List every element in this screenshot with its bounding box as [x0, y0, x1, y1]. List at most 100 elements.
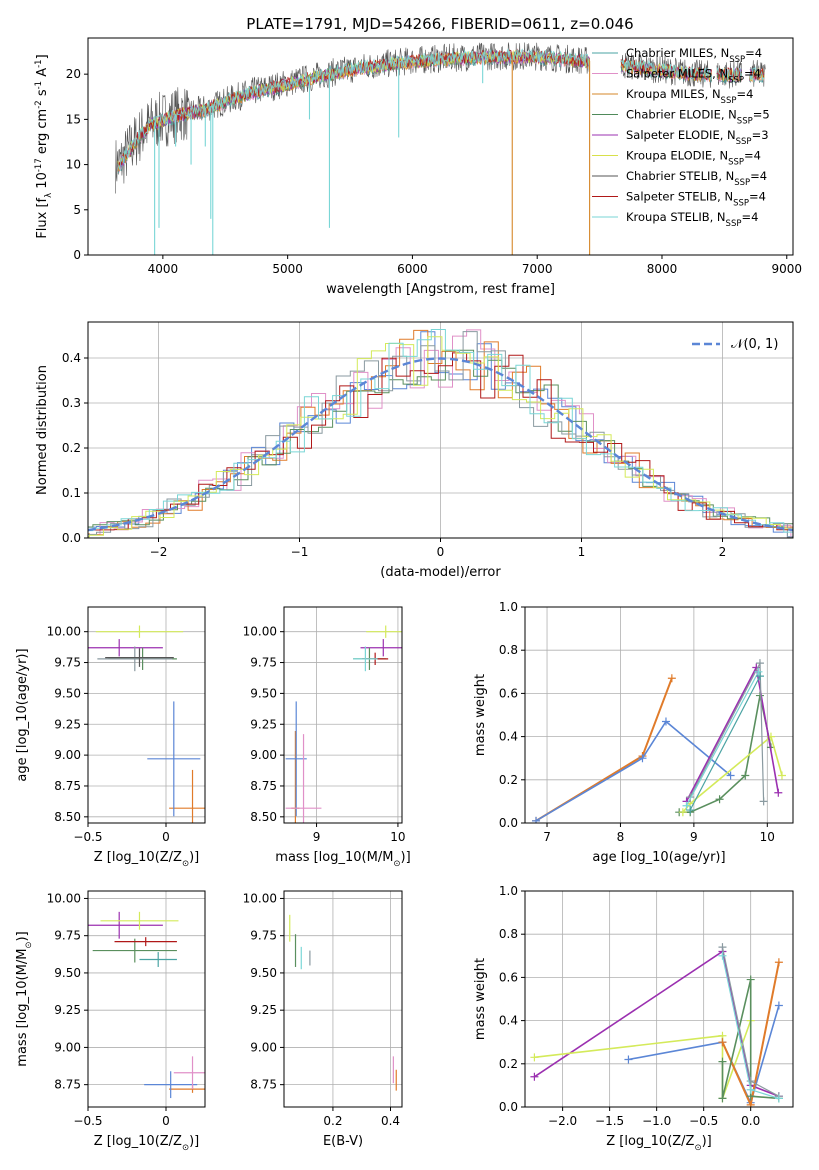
spectrum-ytick-label: 10	[66, 158, 81, 172]
age-vs-mass-ytick-label: 10.00	[243, 625, 277, 639]
residual-histogram	[88, 331, 793, 538]
weight-point-marker	[754, 667, 763, 676]
weight-vs-Z-ylabel: mass weight	[473, 958, 488, 1040]
legend-entry: Chabrier STELIB, NSSP=4	[626, 169, 767, 188]
weight-point-marker	[718, 1094, 727, 1103]
spectrum-ytick-label: 5	[73, 203, 81, 217]
spectrum-title: PLATE=1791, MJD=54266, FIBERID=0611, z=0…	[246, 15, 633, 33]
age-vs-mass-frame	[283, 606, 403, 824]
legend-entry: Chabrier ELODIE, NSSP=5	[626, 108, 770, 127]
weight-series-line	[535, 677, 673, 822]
weight-vs-age-plot-area	[532, 659, 786, 823]
weight-vs-Z-ytick-label: 0.0	[499, 1100, 518, 1114]
weight-vs-age-xtick-label: 9	[690, 830, 698, 844]
mass-vs-Z-ylabel: mass [log_10(M/M⊙)]	[15, 931, 34, 1066]
weight-vs-Z-plot-area	[530, 943, 783, 1107]
spectrum-ytick-label: 20	[66, 67, 81, 81]
age-vs-Z-ytick-label: 9.50	[54, 686, 81, 700]
weight-vs-age-xtick-label: 7	[543, 830, 551, 844]
residual-histogram	[88, 329, 793, 538]
mass-vs-EBV-plot-area	[289, 914, 397, 1091]
weight-vs-Z-xtick-label: 0.0	[741, 1114, 760, 1128]
weight-point-marker	[746, 1100, 755, 1107]
weight-point-marker	[530, 1053, 539, 1062]
mass-vs-Z-ytick-label: 9.25	[54, 1003, 81, 1017]
age-vs-mass-axes: 9 10 8.50 8.75 9.00 9.25 9.50 9.75 10.00 mass [lo…	[243, 606, 411, 869]
weight-vs-Z-axes: −2.0 −1.5 −1.0 −0.5 0.0 0.0 0.2 0.4 0.6 0.8 1.0 Z […	[473, 884, 794, 1153]
legend-entry: Kroupa STELIB, NSSP=4	[626, 210, 758, 229]
residual-histogram	[88, 336, 793, 538]
spectrum-plot-area	[115, 42, 766, 255]
weight-point-marker	[755, 659, 764, 668]
weight-vs-Z-ytick-label: 0.4	[499, 1014, 518, 1028]
residuals-xtick-label: 2	[719, 545, 727, 559]
age-vs-Z-ytick-label: 10.00	[47, 625, 81, 639]
spectrum-xtick-label: 5000	[272, 262, 303, 276]
weight-point-marker	[532, 816, 541, 823]
weight-vs-age-ylabel: mass weight	[473, 674, 488, 756]
weight-vs-age-frame	[524, 606, 794, 824]
weight-vs-Z-ytick-label: 0.2	[499, 1057, 518, 1071]
residuals-ytick-label: 0.1	[62, 486, 81, 500]
weight-vs-age-ytick-label: 0.4	[499, 730, 518, 744]
mass-vs-Z-axes: −0.5 0 8.75 9.00 9.25 9.50 9.75 10.00 Z [log_10(…	[15, 890, 206, 1153]
age-vs-mass-ytick-label: 9.75	[250, 656, 277, 670]
mass-vs-EBV-xtick-label: 0.4	[381, 1114, 400, 1128]
age-vs-Z-ylabel: age [log_10(age/yr)]	[15, 648, 30, 781]
weight-point-marker	[746, 975, 755, 984]
weight-point-marker	[624, 1055, 633, 1064]
residuals-xtick-label: 1	[578, 545, 586, 559]
weight-point-marker	[746, 1077, 755, 1086]
weight-point-marker	[777, 771, 786, 780]
spectrum-legend: Chabrier MILES, NSSP=4 Salpeter MILES, NS…	[592, 46, 770, 229]
mass-vs-Z-frame	[87, 890, 206, 1108]
residuals-plot-area	[88, 329, 793, 538]
weight-vs-age-xtick-label: 8	[617, 830, 625, 844]
weight-point-marker	[661, 717, 670, 726]
mass-vs-EBV-ytick-label: 9.50	[250, 966, 277, 980]
weight-vs-Z-xtick-label: −0.5	[689, 1114, 718, 1128]
residuals-ytick-label: 0.0	[62, 531, 81, 545]
mass-vs-EBV-ytick-label: 9.25	[250, 1003, 277, 1017]
weight-series-line	[689, 675, 761, 811]
residuals-ytick-label: 0.2	[62, 441, 81, 455]
age-vs-Z-axes: −0.5 0 8.50 8.75 9.00 9.25 9.50 9.75 10.00 Z [log…	[15, 606, 206, 869]
age-vs-Z-frame	[87, 606, 206, 824]
mass-vs-EBV-ytick-label: 9.75	[250, 929, 277, 943]
spectrum-xlabel: wavelength [Angstrom, rest frame]	[326, 282, 555, 297]
weight-point-marker	[718, 943, 727, 952]
weight-vs-Z-frame	[524, 890, 794, 1108]
weight-vs-age-ytick-label: 0.2	[499, 773, 518, 787]
spectrum-model-kroupa-stelib	[117, 48, 765, 170]
spectrum-ytick-label: 15	[66, 112, 81, 126]
residuals-ylabel: Normed distribution	[35, 365, 50, 495]
weight-series-line	[535, 720, 732, 822]
weight-point-marker	[718, 1038, 727, 1047]
residuals-xtick-label: 0	[437, 545, 445, 559]
spectrum-xtick-label: 8000	[647, 262, 678, 276]
weight-series-line	[533, 950, 780, 1097]
weight-point-marker	[746, 1085, 755, 1094]
mass-vs-Z-ytick-label: 9.50	[54, 966, 81, 980]
mass-vs-Z-ytick-label: 8.75	[54, 1078, 81, 1092]
weight-vs-Z-xtick-label: −1.0	[642, 1114, 671, 1128]
legend-entry: Salpeter ELODIE, NSSP=3	[626, 128, 769, 147]
weight-point-marker	[755, 672, 764, 681]
residual-histogram	[88, 352, 793, 531]
age-vs-mass-xtick-label: 10	[390, 830, 405, 844]
age-vs-mass-ytick-label: 9.25	[250, 717, 277, 731]
weight-vs-age-ytick-label: 0.8	[499, 643, 518, 657]
residuals-ytick-label: 0.3	[62, 396, 81, 410]
mass-vs-Z-xtick-label: −0.5	[73, 1114, 102, 1128]
age-vs-Z-ytick-label: 8.75	[54, 779, 81, 793]
weight-vs-age-ytick-label: 0.6	[499, 686, 518, 700]
spectrum-axes: 4000 5000 6000 7000 8000 9000 0 5 10 15 20 waveleng…	[34, 15, 802, 297]
weight-vs-Z-xtick-label: −2.0	[548, 1114, 577, 1128]
age-vs-Z-xtick-label: −0.5	[73, 830, 102, 844]
weight-point-marker	[726, 771, 735, 780]
mass-vs-Z-plot-area	[88, 911, 205, 1099]
gaussian-reference-line	[88, 357, 793, 532]
legend-entry: 𝒩(0, 1)	[731, 337, 778, 352]
age-vs-mass-xtick-label: 9	[313, 830, 321, 844]
